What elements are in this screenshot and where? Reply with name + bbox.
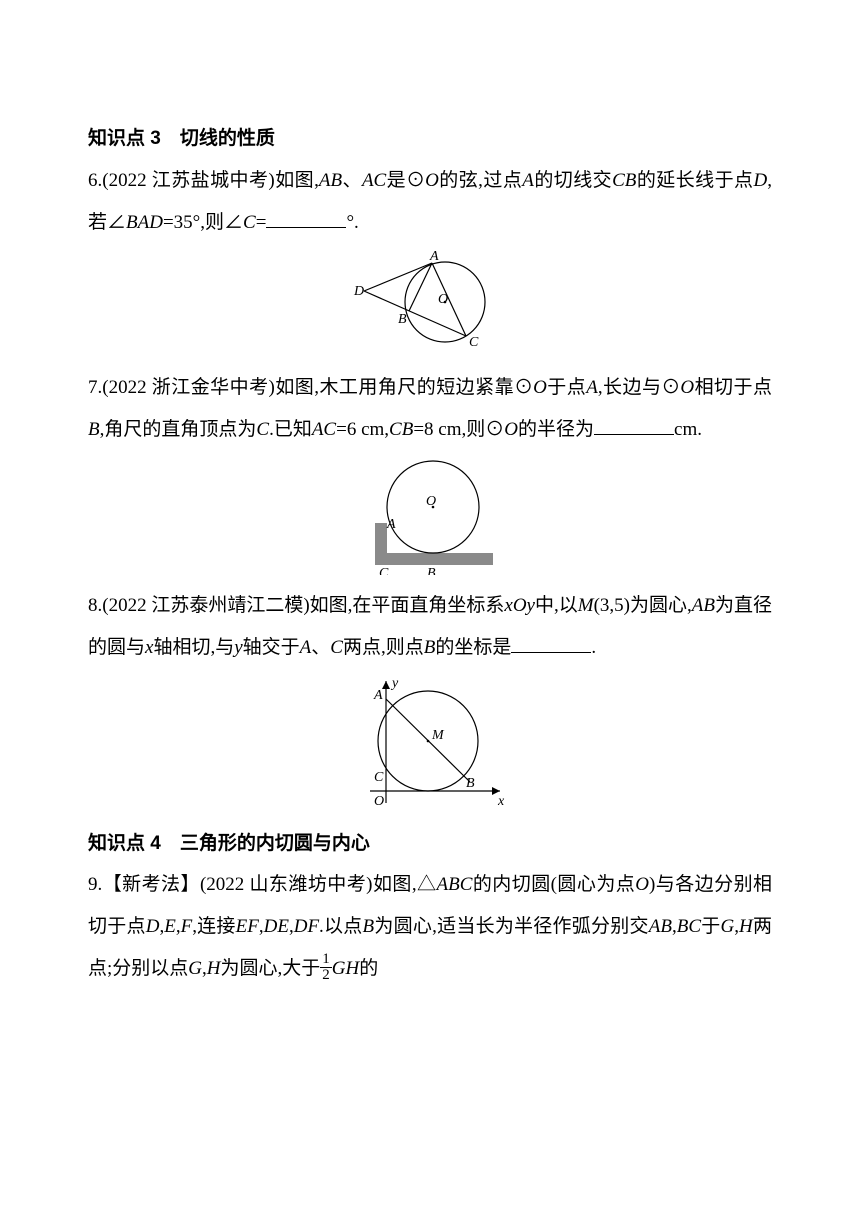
blank-q8 bbox=[511, 632, 591, 653]
figure-q8: A C B M O x y bbox=[88, 673, 772, 817]
svg-text:D: D bbox=[353, 284, 364, 299]
svg-text:A: A bbox=[386, 517, 396, 532]
svg-text:M: M bbox=[431, 728, 445, 743]
blank-q6 bbox=[266, 207, 346, 228]
q7-diagram: A C B O bbox=[355, 455, 505, 575]
question-9: 9.【新考法】(2022 山东潍坊中考)如图,△ABC的内切圆(圆心为点O)与各… bbox=[88, 864, 772, 989]
fraction-half: 12 bbox=[320, 952, 332, 983]
question-6: 6.(2022 江苏盐城中考)如图,AB、AC是⊙O的弦,过点A的切线交CB的延… bbox=[88, 160, 772, 244]
sec3-title: 切线的性质 bbox=[180, 128, 275, 149]
svg-text:A: A bbox=[373, 688, 383, 703]
question-8: 8.(2022 江苏泰州靖江二模)如图,在平面直角坐标系xOy中,以M(3,5)… bbox=[88, 585, 772, 669]
sec3-prefix: 知识点 3 bbox=[88, 128, 161, 149]
question-7: 7.(2022 浙江金华中考)如图,木工用角尺的短边紧靠⊙O于点A,长边与⊙O相… bbox=[88, 367, 772, 451]
svg-text:B: B bbox=[466, 776, 475, 791]
figure-q7: A C B O bbox=[88, 455, 772, 579]
section4-heading: 知识点 4 三角形的内切圆与内心 bbox=[88, 823, 772, 865]
svg-text:O: O bbox=[426, 494, 436, 509]
sec4-title: 三角形的内切圆与内心 bbox=[180, 833, 370, 854]
section3-heading: 知识点 3 切线的性质 bbox=[88, 118, 772, 160]
svg-text:O: O bbox=[438, 292, 448, 307]
svg-text:O: O bbox=[374, 794, 384, 809]
svg-text:x: x bbox=[497, 794, 505, 809]
blank-q7 bbox=[594, 414, 674, 435]
q6-diagram: D A B C O bbox=[350, 247, 510, 357]
figure-q6: D A B C O bbox=[88, 247, 772, 361]
q8-diagram: A C B M O x y bbox=[350, 673, 510, 813]
svg-text:B: B bbox=[427, 566, 436, 575]
svg-text:C: C bbox=[379, 566, 389, 575]
svg-text:C: C bbox=[374, 770, 384, 785]
svg-text:C: C bbox=[469, 335, 479, 350]
sec4-prefix: 知识点 4 bbox=[88, 833, 161, 854]
svg-text:y: y bbox=[390, 676, 399, 691]
svg-text:A: A bbox=[429, 249, 439, 264]
svg-text:B: B bbox=[398, 312, 407, 327]
